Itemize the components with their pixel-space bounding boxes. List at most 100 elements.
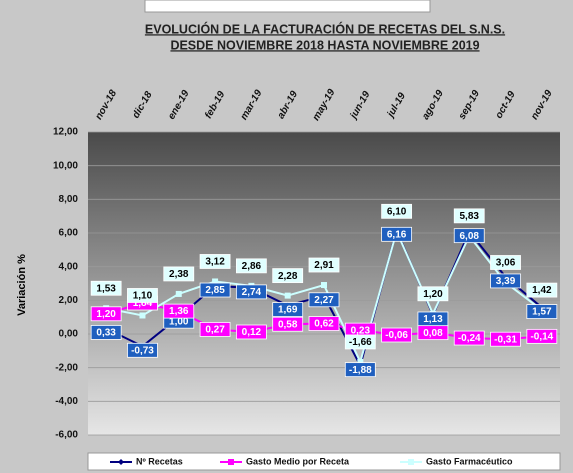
data-label: 1,10	[133, 291, 153, 302]
data-label-box	[272, 316, 304, 332]
data-label-box	[308, 292, 340, 308]
legend-marker	[408, 459, 414, 465]
data-label: 2,86	[242, 261, 262, 272]
marker	[357, 358, 364, 365]
data-label-box	[526, 282, 558, 298]
data-label: 1,36	[169, 306, 189, 317]
data-label-box	[235, 284, 267, 300]
data-label: 0,12	[242, 327, 262, 338]
y-tick-label: 6,00	[59, 228, 79, 239]
data-label-box	[308, 316, 340, 331]
data-label: 1,53	[96, 283, 116, 294]
y-tick-label: -2,00	[55, 362, 78, 373]
data-label: -0,73	[131, 345, 154, 356]
y-tick-label: 4,00	[59, 261, 79, 272]
chart-subtitle: DESDE NOVIEMBRE 2018 HASTA NOVIEMBRE 201…	[170, 38, 479, 52]
data-label: -0,14	[530, 331, 553, 342]
y-tick-label: -4,00	[55, 396, 78, 407]
data-label-box	[381, 226, 413, 242]
data-label-box	[453, 208, 485, 224]
data-label: 1,20	[423, 289, 443, 300]
data-label-box	[417, 286, 449, 302]
data-label: 6,10	[387, 206, 407, 217]
data-label-box	[526, 304, 558, 319]
legend-label: Gasto Farmacéutico	[426, 456, 513, 466]
data-label: 1,57	[532, 307, 552, 318]
data-label: 2,38	[169, 269, 189, 280]
marker	[175, 290, 182, 297]
y-tick-label: 8,00	[59, 194, 79, 205]
top-tab	[144, 0, 431, 13]
data-label-box	[526, 328, 558, 344]
data-label: 2,91	[314, 260, 334, 271]
chart-title: EVOLUCIÓN DE LA FACTURACIÓN DE RECETAS D…	[145, 21, 505, 36]
data-label: 1,42	[532, 285, 552, 296]
data-label-box	[344, 362, 376, 378]
data-label-box	[417, 325, 449, 341]
data-label-box	[453, 228, 485, 244]
data-label: -1,88	[349, 365, 372, 376]
data-label: -0,24	[458, 333, 481, 344]
data-label-box	[90, 280, 122, 296]
data-label-box	[490, 255, 521, 270]
data-label-box	[199, 254, 231, 269]
data-label-box	[308, 257, 340, 273]
data-label: 3,12	[205, 257, 225, 268]
data-label-box	[381, 327, 413, 343]
data-label: 0,08	[423, 328, 443, 339]
data-label-box	[235, 258, 267, 274]
data-label-box	[90, 325, 122, 340]
marker	[284, 292, 291, 299]
y-tick-label: 0,00	[59, 329, 79, 340]
data-label-box	[199, 282, 231, 298]
y-axis-label: Variación %	[16, 254, 28, 316]
data-label: 3,39	[496, 276, 516, 287]
data-label: 0,58	[278, 319, 298, 330]
data-label-box	[163, 266, 195, 282]
data-label-box	[199, 322, 231, 337]
legend-label: Nº Recetas	[136, 456, 183, 466]
data-label: 0,33	[96, 328, 116, 339]
data-label: 1,00	[169, 316, 189, 327]
data-label: 6,08	[459, 231, 479, 242]
data-label: 1,84	[133, 298, 153, 309]
y-tick-label: 10,00	[53, 160, 78, 171]
data-label: -0,31	[494, 334, 517, 345]
data-label-box	[490, 273, 521, 289]
data-label: 0,23	[351, 325, 371, 336]
marker	[321, 282, 327, 289]
data-label: 1,13	[423, 314, 443, 325]
legend-marker	[118, 459, 124, 465]
data-label: 2,27	[314, 295, 334, 306]
data-label-box	[344, 334, 376, 350]
data-label: 1,69	[278, 305, 298, 316]
legend-label: Gasto Medio por Receta	[246, 456, 350, 466]
y-tick-label: 12,00	[53, 127, 78, 138]
data-label: 5,83	[459, 211, 479, 222]
data-label: 1,20	[96, 309, 116, 320]
data-label-box	[272, 302, 304, 317]
y-tick-label: 2,00	[59, 295, 79, 306]
data-label-box	[90, 306, 122, 322]
legend	[87, 452, 561, 471]
data-label-box	[381, 203, 413, 219]
data-label: 3,06	[496, 258, 516, 269]
data-label-box	[272, 268, 304, 284]
data-label-box	[127, 288, 158, 303]
data-label-box	[490, 331, 521, 347]
data-label-box	[235, 324, 267, 340]
data-label: 2,85	[205, 285, 225, 296]
y-tick-label: -6,00	[55, 430, 78, 441]
marker	[212, 278, 219, 285]
data-label: -1,66	[349, 337, 372, 348]
data-label-box	[453, 330, 485, 346]
data-label-box	[127, 342, 158, 358]
data-label: 0,62	[314, 319, 334, 330]
data-label: 6,16	[387, 229, 407, 240]
data-label-box	[163, 303, 195, 319]
data-label: 2,74	[242, 287, 262, 298]
marker	[139, 312, 146, 319]
data-label: -0,06	[385, 330, 408, 341]
